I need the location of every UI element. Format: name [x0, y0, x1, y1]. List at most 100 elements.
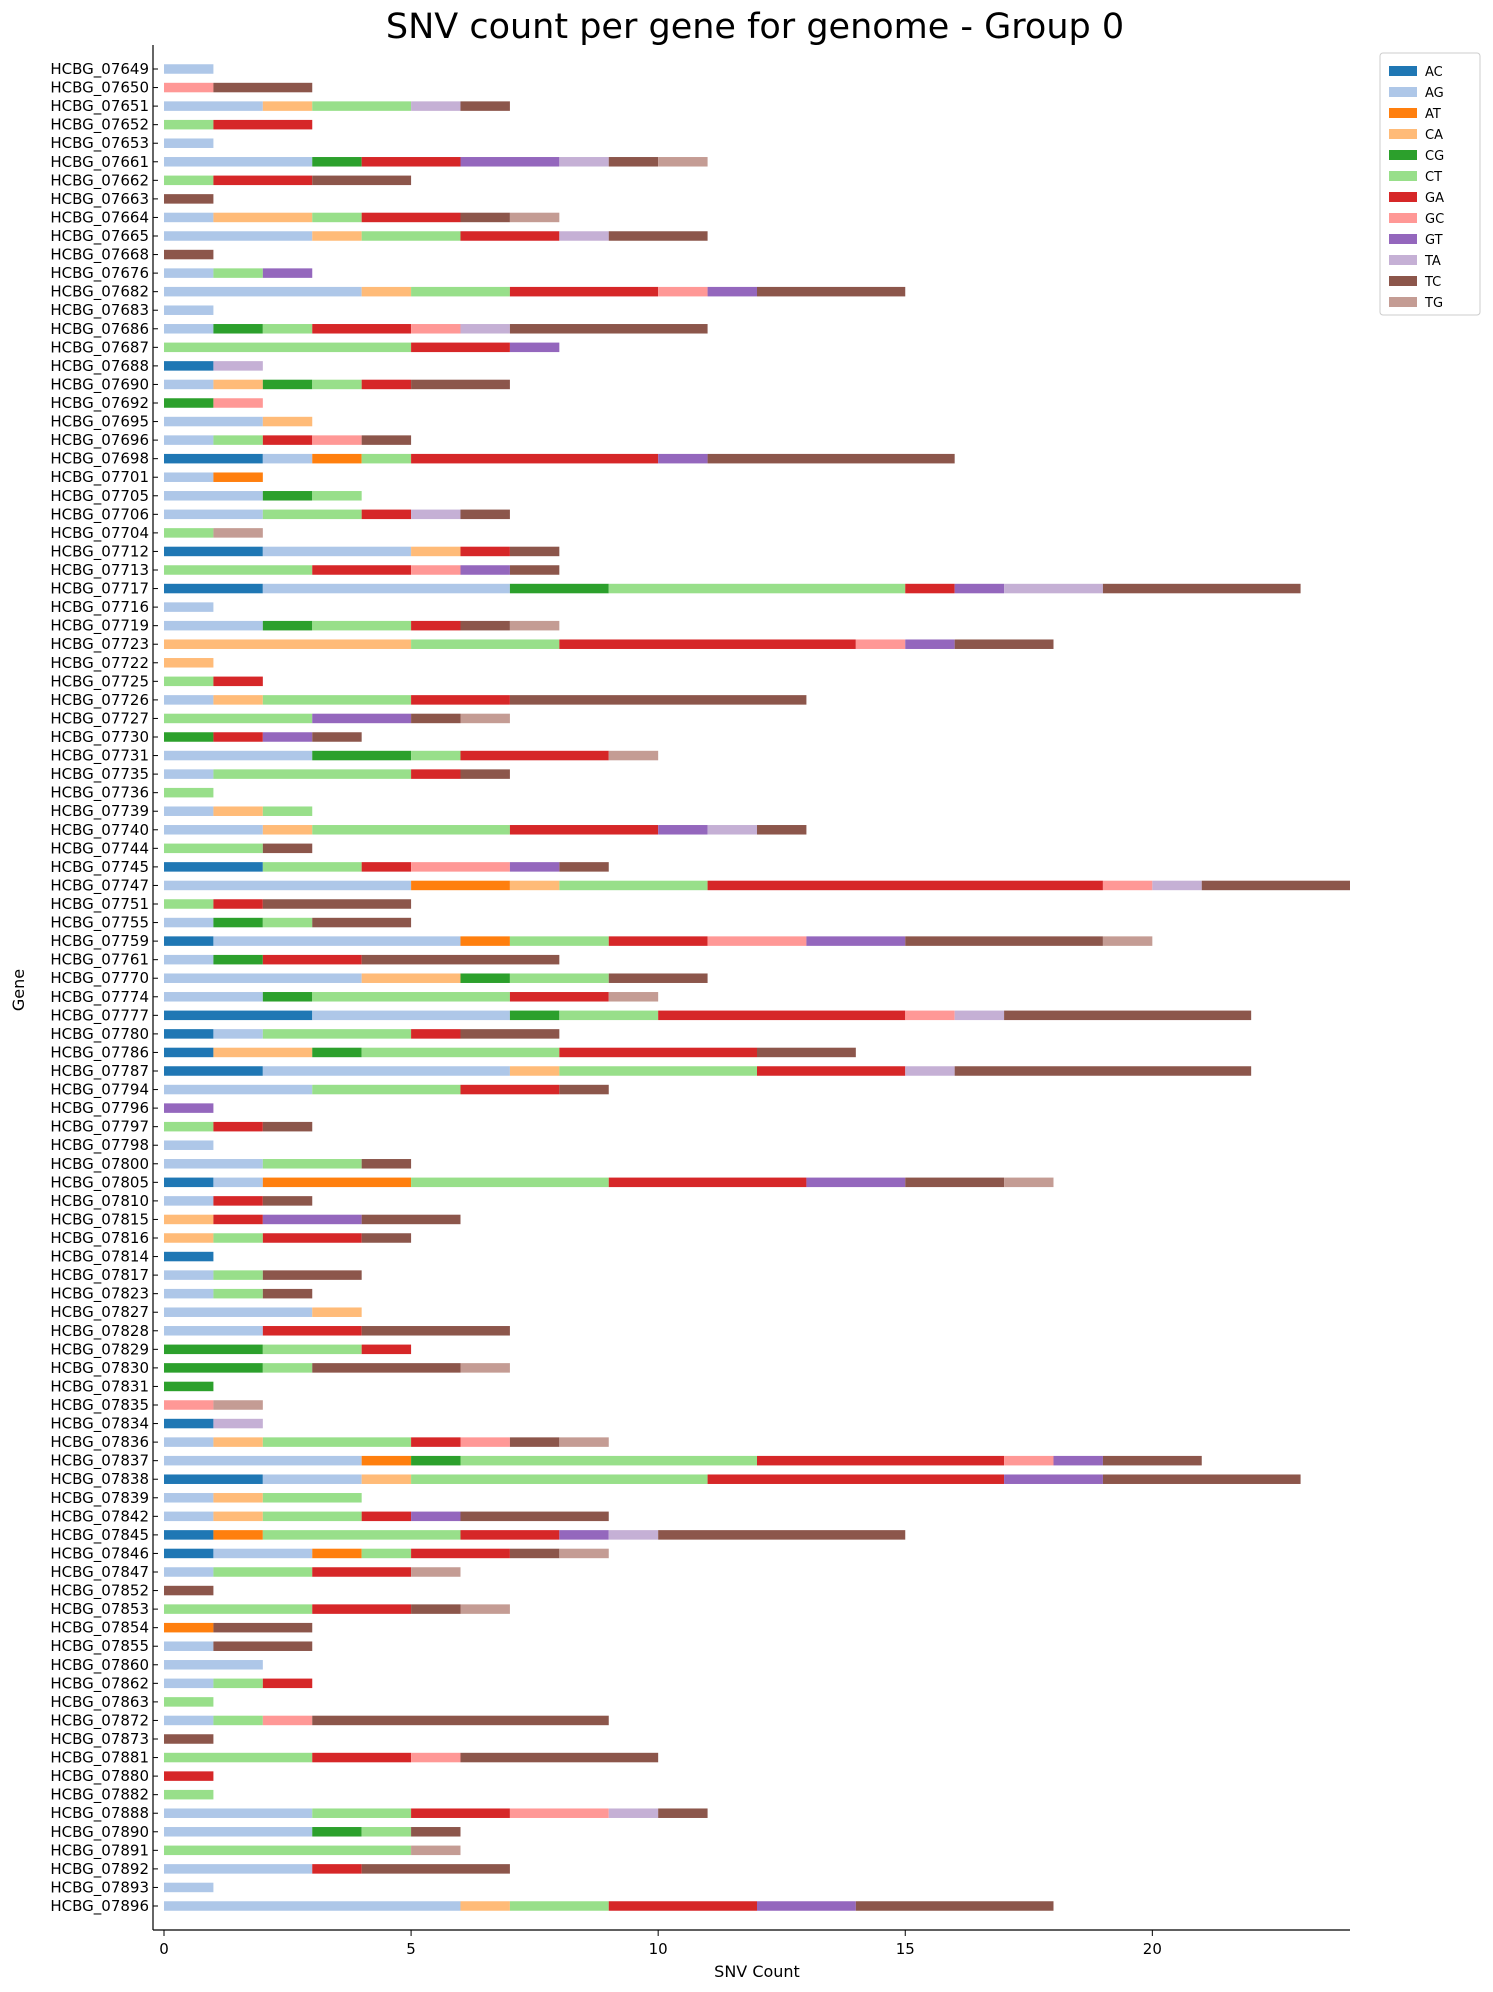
- bar-segment-hcbg-07780-tc: [460, 1029, 560, 1039]
- bar-segment-hcbg-07731-ga: [460, 750, 609, 761]
- bar-segment-hcbg-07797-tc: [262, 1121, 313, 1132]
- bar-segment-hcbg-07836-ag: [164, 1437, 214, 1447]
- y-tick-label: HCBG_07835: [50, 1396, 149, 1415]
- y-tick-labels: HCBG_07649HCBG_07650HCBG_07651HCBG_07652…: [50, 60, 158, 1916]
- bar-segment-hcbg-07810-ga: [213, 1196, 263, 1206]
- bar-segment-hcbg-07698-at: [312, 453, 362, 464]
- bar-segment-hcbg-07854-tc: [213, 1622, 313, 1633]
- bar-segment-hcbg-07836-ct: [262, 1437, 412, 1447]
- bar-segment-hcbg-07770-ag: [164, 973, 362, 983]
- bar-segment-hcbg-07880-ga: [164, 1771, 214, 1781]
- bar-segment-hcbg-07786-cg: [312, 1047, 362, 1058]
- y-tick-label: HCBG_07853: [50, 1600, 149, 1619]
- bar-segment-hcbg-07845-ta: [608, 1530, 659, 1540]
- bar-segment-hcbg-07735-ga: [411, 769, 461, 779]
- bar-segment-hcbg-07815-ga: [213, 1214, 263, 1225]
- bar-segment-hcbg-07891-ct: [164, 1845, 412, 1856]
- bar-segment-hcbg-07740-ga: [509, 825, 659, 835]
- bar-segment-hcbg-07696-gc: [312, 435, 362, 445]
- bar-segment-hcbg-07829-ct: [262, 1344, 362, 1355]
- bar-segment-hcbg-07797-ga: [213, 1121, 263, 1132]
- y-tick-label: HCBG_07731: [50, 747, 149, 766]
- bar-segment-hcbg-07717-ga: [905, 583, 955, 594]
- y-tick-label: HCBG_07687: [50, 338, 149, 357]
- bar-segment-hcbg-07686-ct: [262, 324, 313, 334]
- y-tick-label: HCBG_07761: [50, 951, 149, 970]
- bar-segment-hcbg-07798-ag: [164, 1140, 214, 1150]
- bar-segment-hcbg-07770-tc: [608, 973, 708, 983]
- bar-segment-hcbg-07787-ag: [262, 1066, 510, 1076]
- y-tick-label: HCBG_07664: [50, 208, 149, 227]
- bar-segment-hcbg-07692-cg: [164, 398, 214, 408]
- bar-segment-hcbg-07722-ca: [164, 658, 214, 668]
- bar-segment-hcbg-07664-ca: [213, 212, 313, 223]
- bar-segment-hcbg-07751-ct: [164, 899, 214, 909]
- bar-segment-hcbg-07706-ta: [411, 509, 461, 520]
- bar-segment-hcbg-07797-ct: [164, 1121, 214, 1132]
- bar-segment-hcbg-07652-ga: [213, 119, 313, 130]
- chart-title: SNV count per gene for genome - Group 0: [386, 7, 1124, 47]
- bar-segment-hcbg-07661-gt: [460, 157, 560, 167]
- bar-segment-hcbg-07725-ct: [164, 676, 214, 687]
- bar-segment-hcbg-07872-ag: [164, 1715, 214, 1726]
- bar-segment-hcbg-07845-ct: [262, 1530, 461, 1540]
- bar-segment-hcbg-07682-gc: [658, 286, 708, 297]
- y-tick-label: HCBG_07854: [50, 1619, 149, 1638]
- bar-segment-hcbg-07872-gc: [262, 1715, 313, 1726]
- bar-segment-hcbg-07696-tc: [361, 435, 412, 445]
- bar-segment-hcbg-07687-ga: [411, 342, 510, 353]
- bar-segment-hcbg-07893-ag: [164, 1882, 214, 1893]
- y-tick-label: HCBG_07698: [50, 450, 149, 469]
- bar-segment-hcbg-07651-ct: [312, 101, 412, 111]
- bar-segment-hcbg-07717-cg: [509, 583, 609, 594]
- bar-segment-hcbg-07651-ca: [262, 101, 313, 111]
- y-tick-label: HCBG_07730: [50, 728, 149, 747]
- bar-segment-hcbg-07828-tc: [361, 1326, 510, 1336]
- bar-segment-hcbg-07726-ag: [164, 695, 214, 705]
- bar-segment-hcbg-07853-ga: [312, 1604, 412, 1614]
- bar-segment-hcbg-07816-ca: [164, 1233, 214, 1243]
- bar-segment-hcbg-07759-ct: [509, 936, 609, 946]
- bar-segment-hcbg-07800-ct: [262, 1159, 362, 1169]
- y-tick-label: HCBG_07739: [50, 802, 149, 821]
- bar-segment-hcbg-07719-ga: [411, 620, 461, 631]
- bar-segment-hcbg-07683-ag: [164, 305, 214, 315]
- bars-layer: [164, 64, 1350, 1911]
- bar-segment-hcbg-07664-ct: [312, 212, 362, 223]
- bar-segment-hcbg-07706-ct: [262, 509, 362, 520]
- bar-segment-hcbg-07698-ac: [164, 453, 263, 464]
- bar-segment-hcbg-07817-ct: [213, 1270, 263, 1280]
- x-tick-label: 20: [1143, 1940, 1162, 1958]
- legend-label-ta: TA: [1424, 254, 1441, 269]
- legend-label-ca: CA: [1425, 128, 1443, 143]
- bar-segment-hcbg-07888-tc: [658, 1808, 708, 1818]
- bar-segment-hcbg-07830-tg: [460, 1363, 510, 1373]
- bar-segment-hcbg-07731-ag: [164, 750, 313, 761]
- y-tick-label: HCBG_07891: [50, 1841, 149, 1860]
- bar-segment-hcbg-07747-ag: [164, 880, 412, 891]
- bar-segment-hcbg-07713-ga: [312, 565, 412, 575]
- bar-segment-hcbg-07814-ac: [164, 1251, 214, 1262]
- bar-segment-hcbg-07896-ag: [164, 1901, 461, 1911]
- y-tick-label: HCBG_07755: [50, 914, 149, 933]
- y-tick-label: HCBG_07797: [50, 1118, 149, 1137]
- bar-segment-hcbg-07726-ct: [262, 695, 412, 705]
- bar-segment-hcbg-07837-gt: [1053, 1455, 1103, 1466]
- bar-segment-hcbg-07717-ct: [608, 583, 906, 594]
- bar-segment-hcbg-07872-tc: [312, 1715, 609, 1726]
- bar-segment-hcbg-07787-ta: [905, 1066, 955, 1076]
- bar-segment-hcbg-07690-cg: [262, 379, 313, 390]
- bar-segment-hcbg-07896-ct: [509, 1901, 609, 1911]
- bar-segment-hcbg-07661-tg: [658, 157, 708, 167]
- bar-segment-hcbg-07712-ca: [411, 546, 461, 557]
- bar-segment-hcbg-07837-tc: [1102, 1455, 1202, 1466]
- legend-label-at: AT: [1425, 107, 1441, 122]
- bar-segment-hcbg-07730-gt: [262, 732, 313, 742]
- bar-segment-hcbg-07805-ag: [213, 1177, 263, 1188]
- bar-segment-hcbg-07786-ct: [361, 1047, 560, 1058]
- legend-label-ga: GA: [1425, 191, 1444, 206]
- bar-segment-hcbg-07698-ga: [411, 453, 659, 464]
- bar-segment-hcbg-07705-ag: [164, 491, 263, 501]
- bar-segment-hcbg-07759-tc: [905, 936, 1103, 946]
- bar-segment-hcbg-07830-ct: [262, 1363, 313, 1373]
